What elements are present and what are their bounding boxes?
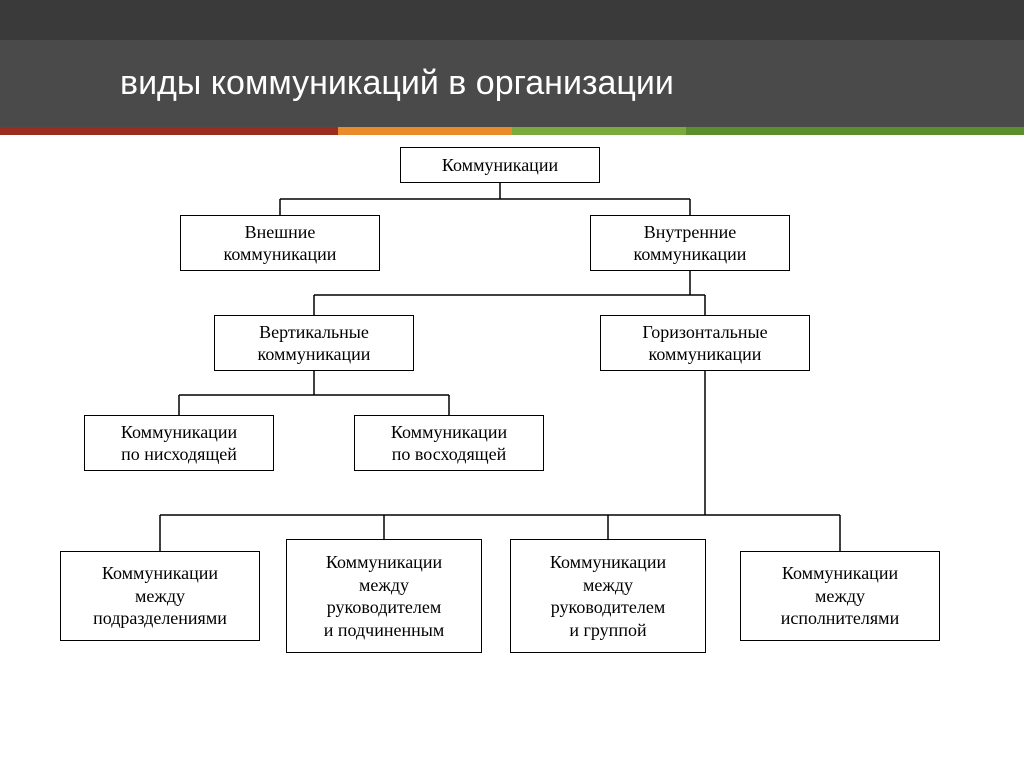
node-leaf2: Коммуникациимеждуруководителеми подчинен…	[286, 539, 482, 653]
node-down: Коммуникациипо нисходящей	[84, 415, 274, 471]
node-label: Коммуникациипо нисходящей	[121, 421, 237, 466]
node-label: Коммуникациимеждуподразделениями	[93, 562, 227, 630]
slide-header: виды коммуникаций в организации	[0, 0, 1024, 127]
node-leaf4: Коммуникациимеждуисполнителями	[740, 551, 940, 641]
node-vert: Вертикальныекоммуникации	[214, 315, 414, 371]
node-horiz: Горизонтальныекоммуникации	[600, 315, 810, 371]
node-label: Коммуникациимеждуисполнителями	[781, 562, 899, 630]
node-label: Вертикальныекоммуникации	[258, 321, 371, 366]
node-int: Внутренниекоммуникации	[590, 215, 790, 271]
node-label: Горизонтальныекоммуникации	[642, 321, 767, 366]
accent-segment	[512, 127, 686, 135]
node-label: Коммуникации	[442, 154, 558, 177]
accent-segment	[338, 127, 512, 135]
accent-segment	[686, 127, 1024, 135]
slide-title: виды коммуникаций в организации	[0, 40, 1024, 127]
accent-segment	[0, 127, 338, 135]
node-label: Коммуникациипо восходящей	[391, 421, 507, 466]
node-label: Коммуникациимеждуруководителеми группой	[550, 551, 666, 641]
node-root: Коммуникации	[400, 147, 600, 183]
org-comm-diagram: Коммуникации Внешниекоммуникации Внутренни…	[0, 135, 1024, 725]
node-leaf3: Коммуникациимеждуруководителеми группой	[510, 539, 706, 653]
node-leaf1: Коммуникациимеждуподразделениями	[60, 551, 260, 641]
node-label: Внутренниекоммуникации	[634, 221, 747, 266]
node-label: Коммуникациимеждуруководителеми подчинен…	[324, 551, 444, 641]
node-up: Коммуникациипо восходящей	[354, 415, 544, 471]
node-ext: Внешниекоммуникации	[180, 215, 380, 271]
node-label: Внешниекоммуникации	[224, 221, 337, 266]
accent-bar	[0, 127, 1024, 135]
